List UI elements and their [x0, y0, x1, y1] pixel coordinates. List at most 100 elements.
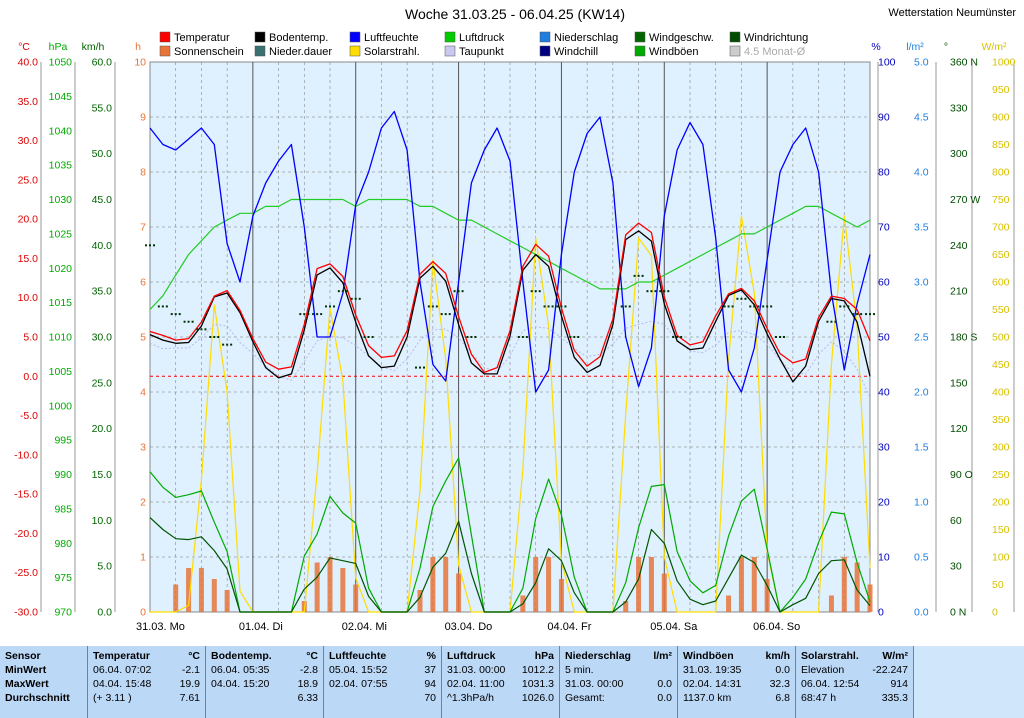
tick-label-pressure: 1015	[49, 297, 73, 309]
direction-dot	[551, 305, 554, 308]
direction-dot	[457, 290, 460, 293]
tick-label-wind: 30.0	[92, 332, 113, 344]
tick-label-temp: -20.0	[14, 528, 38, 540]
tick-label-pressure: 985	[54, 503, 72, 515]
tick-label-sun: 3	[140, 442, 146, 454]
direction-dot	[307, 313, 310, 316]
stats-row: Sensor	[5, 649, 82, 663]
sunshine-bar	[314, 562, 320, 612]
direction-dot	[762, 305, 765, 308]
tick-label-direction: 0 N	[950, 607, 966, 619]
sunshine-bar	[417, 590, 423, 612]
direction-dot	[435, 305, 438, 308]
direction-dot	[556, 305, 559, 308]
sunshine-bar	[764, 579, 770, 612]
stats-unit: l/m²	[653, 650, 672, 662]
direction-dot	[419, 366, 421, 369]
direction-dot	[624, 305, 627, 308]
stats-date: 02.04. 14:31	[683, 678, 742, 690]
sunshine-bar	[430, 557, 436, 612]
legend-label: Windgeschw.	[649, 32, 714, 44]
direction-dot	[826, 320, 829, 323]
tick-label-humidity: 90	[878, 112, 890, 124]
tick-label-pressure: 1030	[49, 194, 73, 206]
direction-dot	[628, 305, 631, 308]
tick-label-temp: -15.0	[14, 489, 38, 501]
stats-row: MaxWert	[5, 677, 82, 691]
tick-label-temp: 15.0	[18, 253, 39, 265]
legend-label: Windchill	[554, 46, 598, 58]
legend-label: Nieder.dauer	[269, 46, 332, 58]
stats-date: 06.04. 07:02	[93, 664, 152, 676]
tick-label-pressure: 1000	[49, 400, 73, 412]
stats-row: Temperatur °C	[93, 649, 200, 663]
tick-label-solar: 250	[992, 469, 1010, 481]
stats-value: 1026.0	[521, 692, 554, 704]
tick-label-wind: 40.0	[92, 240, 113, 252]
tick-label-rain: 0.0	[914, 607, 929, 619]
tick-label-solar: 850	[992, 139, 1010, 151]
stats-row: Elevation -22.247	[801, 663, 908, 677]
stats-row: Luftdruck hPa	[447, 649, 554, 663]
stats-value: 19.9	[179, 678, 200, 690]
direction-dot	[226, 343, 229, 346]
sunshine-bar	[327, 557, 333, 612]
legend-swatch	[444, 45, 456, 57]
sunshine-bar	[546, 557, 552, 612]
legend-label: Windböen	[649, 46, 699, 58]
stats-unit: W/m²	[882, 650, 908, 662]
stats-row: 02.04. 14:31 32.3	[683, 677, 790, 691]
chart-grid	[150, 62, 870, 612]
day-label: 01.04. Di	[239, 621, 283, 633]
tick-label-temp: -25.0	[14, 567, 38, 579]
tick-label-solar: 1000	[992, 57, 1016, 69]
direction-dot	[659, 290, 662, 293]
stats-row: 1137.0 km 6.8	[683, 691, 790, 705]
legend-swatch	[159, 31, 171, 43]
tick-label-direction: 270 W	[950, 194, 980, 206]
sunshine-bar	[828, 595, 834, 612]
stats-row: 6.33	[211, 691, 318, 705]
direction-dot	[534, 290, 537, 293]
stats-value: 1012.2	[521, 664, 554, 676]
tick-label-direction: 90 O	[950, 469, 973, 481]
tick-label-humidity: 0	[878, 607, 884, 619]
day-label: 02.04. Mi	[342, 621, 387, 633]
stats-row: 06.04. 12:54 914	[801, 677, 908, 691]
direction-dot	[341, 290, 344, 293]
stats-date: (+ 3.11 )	[93, 692, 132, 704]
axis-unit-sun: h	[135, 41, 141, 53]
direction-dot	[230, 343, 233, 346]
sunshine-bar	[186, 568, 192, 612]
stats-row: Gesamt: 0.0	[565, 691, 672, 705]
direction-dot	[337, 290, 340, 293]
tick-label-rain: 4.0	[914, 167, 929, 179]
direction-dot	[547, 305, 550, 308]
direction-dot	[448, 313, 451, 316]
stats-value: 70	[424, 692, 436, 704]
sunshine-bar	[456, 573, 462, 612]
stats-row: ^1.3hPa/h 1026.0	[447, 691, 554, 705]
stats-row: (+ 3.11 ) 7.61	[93, 691, 200, 705]
tick-label-rain: 2.0	[914, 387, 929, 399]
tick-label-solar: 400	[992, 387, 1010, 399]
axis-unit-humidity: %	[871, 41, 880, 53]
chart-legend: Temperatur Bodentemp. Luftfeuchte Luftdruck…	[159, 31, 808, 58]
stats-column: Luftfeuchte% 05.04. 15:52 37 02.04. 07:55 94…	[324, 646, 442, 718]
tick-label-sun: 7	[140, 222, 146, 234]
tick-label-direction: 360 N	[950, 57, 978, 69]
direction-dot	[521, 336, 524, 338]
stats-date: 31.03. 00:00	[565, 678, 624, 690]
direction-dot	[345, 290, 348, 293]
stats-row: Durchschnitt	[5, 691, 82, 705]
sunshine-bar	[751, 557, 757, 612]
dewpoint-line	[149, 320, 871, 398]
legend-label: Temperatur	[174, 32, 230, 44]
sunshine-bar	[558, 579, 564, 612]
stats-column: Niederschlag l/m² 5 min. 31.03. 00:00 0.0 Ges…	[560, 646, 678, 718]
sunshine-bar	[211, 579, 217, 612]
direction-dot	[573, 336, 576, 338]
tick-label-solar: 300	[992, 442, 1010, 454]
direction-dot	[299, 313, 302, 316]
tick-label-pressure: 1045	[49, 91, 73, 103]
